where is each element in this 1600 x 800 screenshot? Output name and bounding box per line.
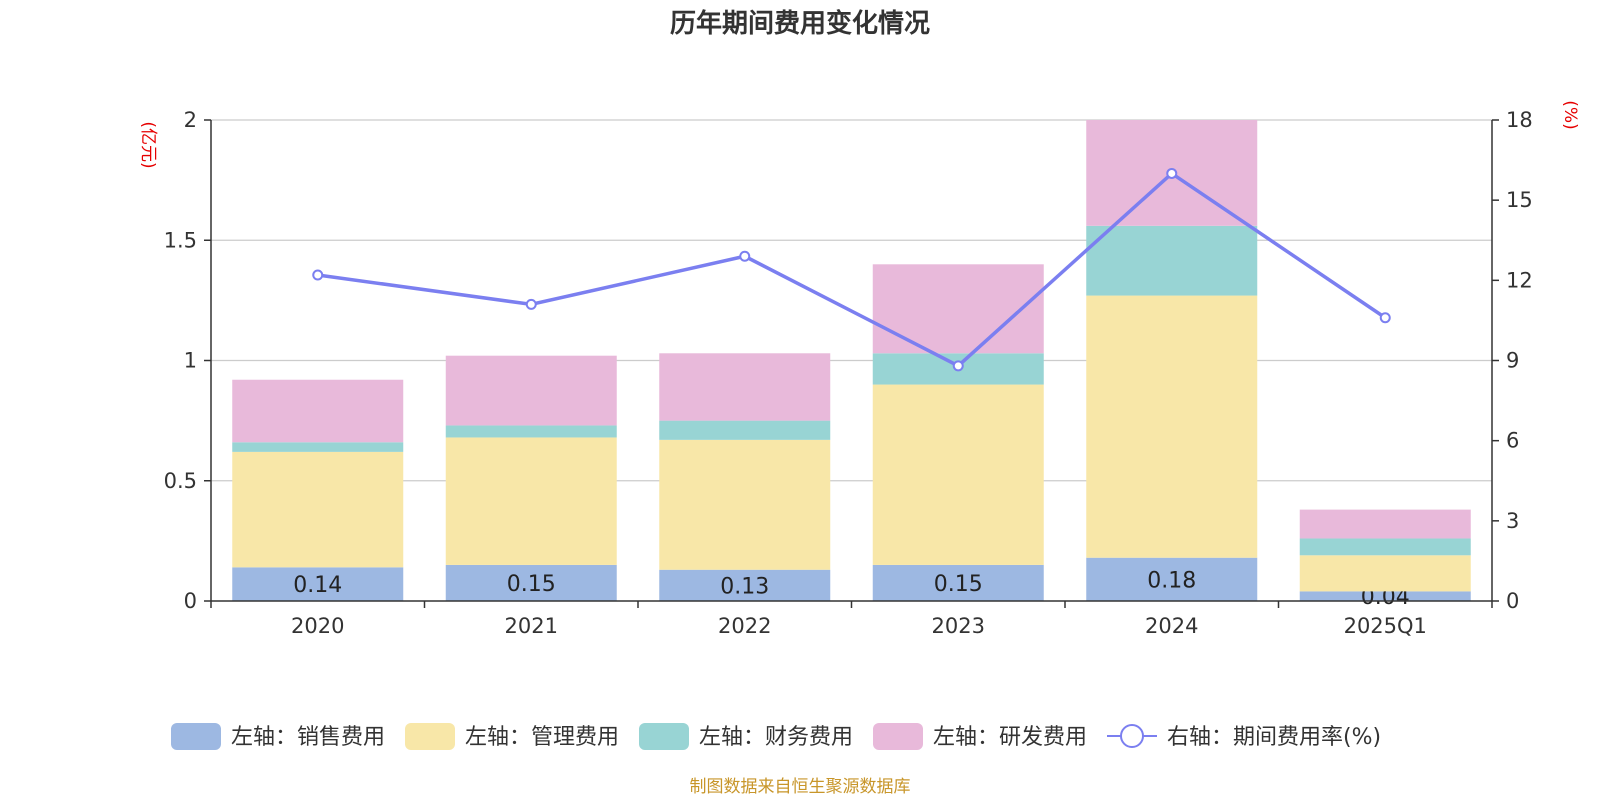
bar-segment bbox=[1299, 555, 1471, 592]
left-tick-label: 1 bbox=[184, 349, 197, 373]
legend-label: 左轴：销售费用 bbox=[231, 725, 385, 750]
bar-segment bbox=[1086, 295, 1258, 558]
rate-point bbox=[525, 298, 537, 310]
rate-line-path bbox=[317, 171, 1387, 368]
source-note: 制图数据来自恒生聚源数据库 bbox=[690, 777, 911, 797]
bar-segment bbox=[445, 355, 617, 426]
bar-segment bbox=[445, 437, 617, 565]
x-tick-label: 2023 bbox=[932, 614, 985, 638]
bar-segment bbox=[659, 420, 831, 440]
right-axis-unit: (%) bbox=[1560, 100, 1580, 129]
legend-swatch bbox=[405, 723, 455, 750]
bar-segment bbox=[232, 451, 404, 568]
left-axis-unit: (亿元) bbox=[138, 121, 158, 168]
x-tick-label: 2025Q1 bbox=[1344, 614, 1427, 638]
right-tick-label: 3 bbox=[1506, 509, 1519, 533]
bar-segment bbox=[872, 384, 1044, 565]
bar-segment bbox=[232, 379, 404, 443]
bar-segment bbox=[232, 567, 404, 601]
legend-item: 左轴：管理费用 bbox=[405, 723, 619, 750]
legend-item: 左轴：财务费用 bbox=[639, 723, 853, 750]
left-tick-label: 1.5 bbox=[164, 228, 197, 252]
bar-segment bbox=[659, 569, 831, 601]
rate-point bbox=[739, 250, 751, 262]
legend-label: 左轴：财务费用 bbox=[699, 725, 853, 750]
legend-marker bbox=[1120, 724, 1144, 748]
bar-segment bbox=[445, 425, 617, 438]
right-tick-label: 18 bbox=[1506, 108, 1533, 132]
bar-data-label: 0.18 bbox=[1147, 568, 1196, 593]
legend-swatch bbox=[171, 723, 221, 750]
bar-segment bbox=[1299, 591, 1471, 601]
left-tick-label: 2 bbox=[184, 108, 197, 132]
right-tick-label: 0 bbox=[1506, 589, 1519, 613]
bar-data-label: 0.15 bbox=[507, 572, 556, 597]
rate-point bbox=[1379, 312, 1391, 324]
x-tick-label: 2021 bbox=[505, 614, 558, 638]
chart-title: 历年期间费用变化情况 bbox=[670, 8, 930, 39]
legend-item: 右轴：期间费用率(%) bbox=[1107, 724, 1381, 750]
legend-item: 左轴：销售费用 bbox=[171, 723, 385, 750]
axes: 0 0.5 1 1.5 2 0 3 6 9 12 15 18 2020 2021 2022 2023 2024 2… bbox=[164, 108, 1533, 638]
bar-data-label: 0.14 bbox=[293, 573, 342, 598]
rate-point bbox=[312, 269, 324, 281]
right-tick-label: 9 bbox=[1506, 349, 1519, 373]
rate-point bbox=[1166, 167, 1178, 179]
grid-lines bbox=[211, 119, 1492, 482]
x-tick-label: 2024 bbox=[1145, 614, 1198, 638]
bar-segment bbox=[659, 439, 831, 570]
legend-swatch bbox=[873, 723, 923, 750]
legend-swatch bbox=[639, 723, 689, 750]
legend-label: 左轴：研发费用 bbox=[933, 725, 1087, 750]
bar-segment bbox=[872, 264, 1044, 354]
right-tick-label: 6 bbox=[1506, 429, 1519, 453]
legend-label: 左轴：管理费用 bbox=[465, 725, 619, 750]
bar-segment bbox=[1086, 557, 1258, 601]
rate-point bbox=[952, 360, 964, 372]
left-tick-label: 0 bbox=[184, 589, 197, 613]
bar-data-label: 0.13 bbox=[720, 574, 769, 599]
bar-segment bbox=[1086, 225, 1258, 296]
legend-item: 左轴：研发费用 bbox=[873, 723, 1087, 750]
bar-segment bbox=[872, 564, 1044, 601]
bar-segment bbox=[445, 564, 617, 601]
bar-segment bbox=[1299, 509, 1471, 539]
rate-line bbox=[312, 167, 1391, 372]
bars: 0.14 0.15 0.13 0.15 0.180.04 bbox=[232, 120, 1471, 610]
x-tick-label: 2020 bbox=[291, 614, 344, 638]
right-tick-label: 15 bbox=[1506, 188, 1533, 212]
legend: 左轴：销售费用 左轴：管理费用 左轴：财务费用 左轴：研发费用 右轴：期间费用率(%) bbox=[171, 723, 1381, 750]
bar-segment bbox=[1299, 538, 1471, 556]
bar-segment bbox=[659, 353, 831, 421]
bar-data-label: 0.15 bbox=[934, 572, 983, 597]
legend-label: 右轴：期间费用率(%) bbox=[1167, 725, 1381, 750]
x-tick-label: 2022 bbox=[718, 614, 771, 638]
bar-segment bbox=[232, 442, 404, 452]
left-tick-label: 0.5 bbox=[164, 469, 197, 493]
right-tick-label: 12 bbox=[1506, 268, 1533, 292]
